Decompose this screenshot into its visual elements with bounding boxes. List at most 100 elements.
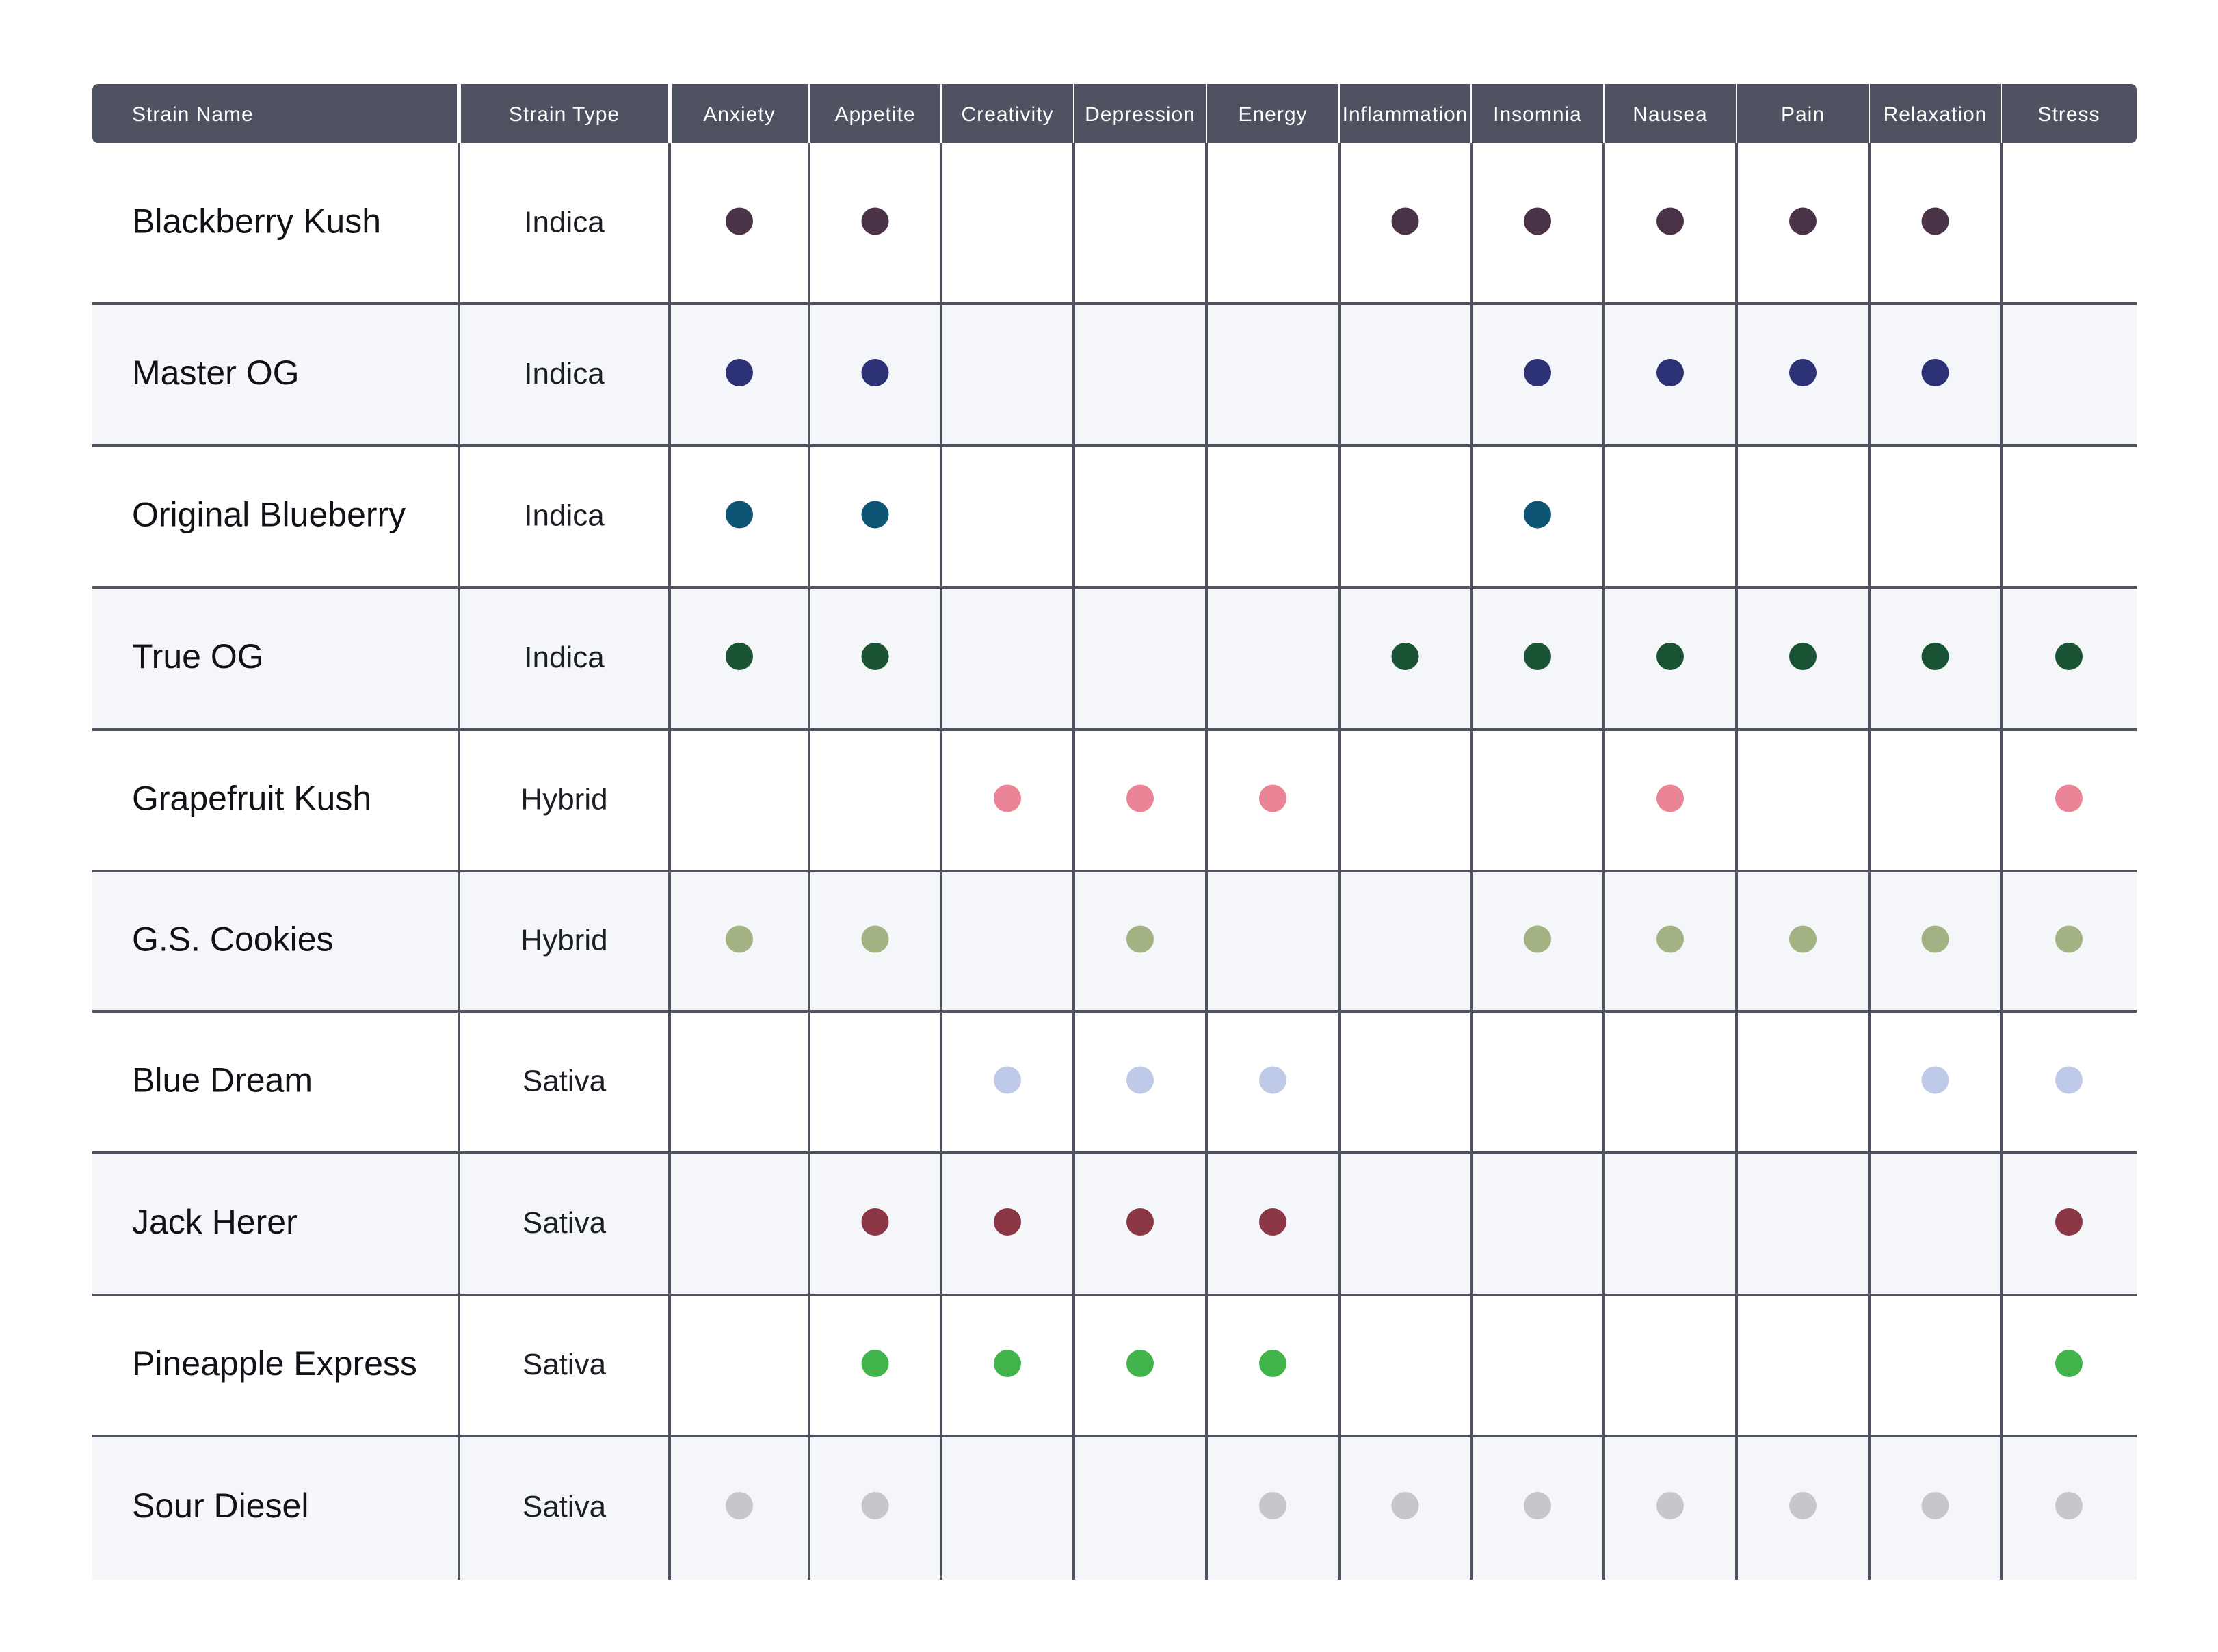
effect-dot-relaxation	[1921, 359, 1949, 386]
effect-dot-nausea	[1656, 784, 1684, 812]
row-background	[92, 871, 2137, 1011]
effect-dot-nausea	[1656, 207, 1684, 235]
strain-type: Indica	[524, 205, 605, 239]
strain-name: Master OG	[132, 354, 299, 392]
column-header-energy: Energy	[1238, 103, 1307, 126]
effect-dot-anxiety	[726, 643, 753, 670]
column-header-pain: Pain	[1781, 103, 1825, 126]
effect-dot-pain	[1789, 643, 1817, 670]
strain-type: Indica	[524, 357, 605, 390]
effect-dot-depression	[1126, 925, 1154, 953]
row-background	[92, 730, 2137, 871]
effect-dot-appetite	[861, 207, 889, 235]
column-header-relaxation: Relaxation	[1884, 103, 1988, 126]
effect-dot-energy	[1259, 784, 1286, 812]
effect-dot-inflammation	[1391, 643, 1419, 670]
effect-dot-creativity	[994, 784, 1021, 812]
column-header-strain-name: Strain Name	[132, 103, 254, 126]
strain-name: Grapefruit Kush	[132, 780, 371, 818]
column-header-nausea: Nausea	[1633, 103, 1707, 126]
effect-dot-insomnia	[1524, 207, 1551, 235]
row-background	[92, 1153, 2137, 1295]
column-header-stress: Stress	[2037, 103, 2100, 126]
header-bar	[92, 84, 2137, 143]
strain-type: Sativa	[523, 1064, 607, 1097]
effect-dot-energy	[1259, 1350, 1286, 1377]
effect-dot-relaxation	[1921, 1066, 1949, 1094]
effect-dot-depression	[1126, 1208, 1154, 1236]
row-background	[92, 446, 2137, 587]
effect-dot-stress	[2055, 643, 2083, 670]
effect-dot-insomnia	[1524, 925, 1551, 953]
column-header-insomnia: Insomnia	[1493, 103, 1582, 126]
strain-name: Jack Herer	[132, 1203, 298, 1241]
effect-dot-energy	[1259, 1066, 1286, 1094]
strain-name: Pineapple Express	[132, 1344, 417, 1383]
effect-dot-stress	[2055, 925, 2083, 953]
column-header-inflammation: Inflammation	[1343, 103, 1468, 126]
effect-dot-relaxation	[1921, 1492, 1949, 1519]
effect-dot-anxiety	[726, 925, 753, 953]
row-background	[92, 1295, 2137, 1436]
effect-dot-insomnia	[1524, 359, 1551, 386]
strain-name: Original Blueberry	[132, 496, 406, 534]
effect-dot-pain	[1789, 925, 1817, 953]
row-background	[92, 587, 2137, 730]
effect-dot-depression	[1126, 1350, 1154, 1377]
effect-dot-creativity	[994, 1066, 1021, 1094]
strain-name: G.S. Cookies	[132, 920, 334, 959]
effect-dot-inflammation	[1391, 207, 1419, 235]
row-background	[92, 304, 2137, 446]
effect-dot-energy	[1259, 1492, 1286, 1519]
effect-dot-appetite	[861, 1492, 889, 1519]
effect-dot-depression	[1126, 1066, 1154, 1094]
effect-dot-insomnia	[1524, 501, 1551, 529]
column-header-depression: Depression	[1085, 103, 1196, 126]
effect-dot-pain	[1789, 359, 1817, 386]
effect-dot-creativity	[994, 1208, 1021, 1236]
effect-dot-nausea	[1656, 359, 1684, 386]
row-background	[92, 1011, 2137, 1153]
effect-dot-pain	[1789, 207, 1817, 235]
effect-dot-appetite	[861, 359, 889, 386]
effect-dot-stress	[2055, 1350, 2083, 1377]
strain-name: Blackberry Kush	[132, 202, 381, 241]
effect-dot-relaxation	[1921, 925, 1949, 953]
effect-dot-appetite	[861, 1208, 889, 1236]
effect-dot-stress	[2055, 1492, 2083, 1519]
column-header-creativity: Creativity	[961, 103, 1053, 126]
effect-dot-appetite	[861, 501, 889, 529]
effect-dot-insomnia	[1524, 643, 1551, 670]
effect-dot-anxiety	[726, 359, 753, 386]
effect-dot-creativity	[994, 1350, 1021, 1377]
effect-dot-anxiety	[726, 1492, 753, 1519]
effect-dot-depression	[1126, 784, 1154, 812]
effect-dot-nausea	[1656, 643, 1684, 670]
effect-dot-stress	[2055, 1066, 2083, 1094]
effect-dot-nausea	[1656, 925, 1684, 953]
effect-dot-insomnia	[1524, 1492, 1551, 1519]
strain-type: Indica	[524, 641, 605, 674]
effect-dot-energy	[1259, 1208, 1286, 1236]
row-background	[92, 143, 2137, 304]
strain-type: Hybrid	[520, 923, 607, 957]
strain-name: True OG	[132, 637, 264, 676]
effect-dot-anxiety	[726, 207, 753, 235]
effect-dot-appetite	[861, 643, 889, 670]
effect-dot-anxiety	[726, 501, 753, 529]
row-background	[92, 1436, 2137, 1580]
effect-dot-stress	[2055, 784, 2083, 812]
column-header-strain-type: Strain Type	[509, 103, 620, 126]
effect-dot-stress	[2055, 1208, 2083, 1236]
effect-dot-appetite	[861, 925, 889, 953]
effect-dot-inflammation	[1391, 1492, 1419, 1519]
strain-type: Sativa	[523, 1490, 607, 1523]
strain-type: Hybrid	[520, 782, 607, 816]
column-header-appetite: Appetite	[834, 103, 915, 126]
strain-type: Sativa	[523, 1206, 607, 1240]
column-header-anxiety: Anxiety	[703, 103, 775, 126]
effect-dot-relaxation	[1921, 643, 1949, 670]
effect-dot-relaxation	[1921, 207, 1949, 235]
effect-dot-pain	[1789, 1492, 1817, 1519]
